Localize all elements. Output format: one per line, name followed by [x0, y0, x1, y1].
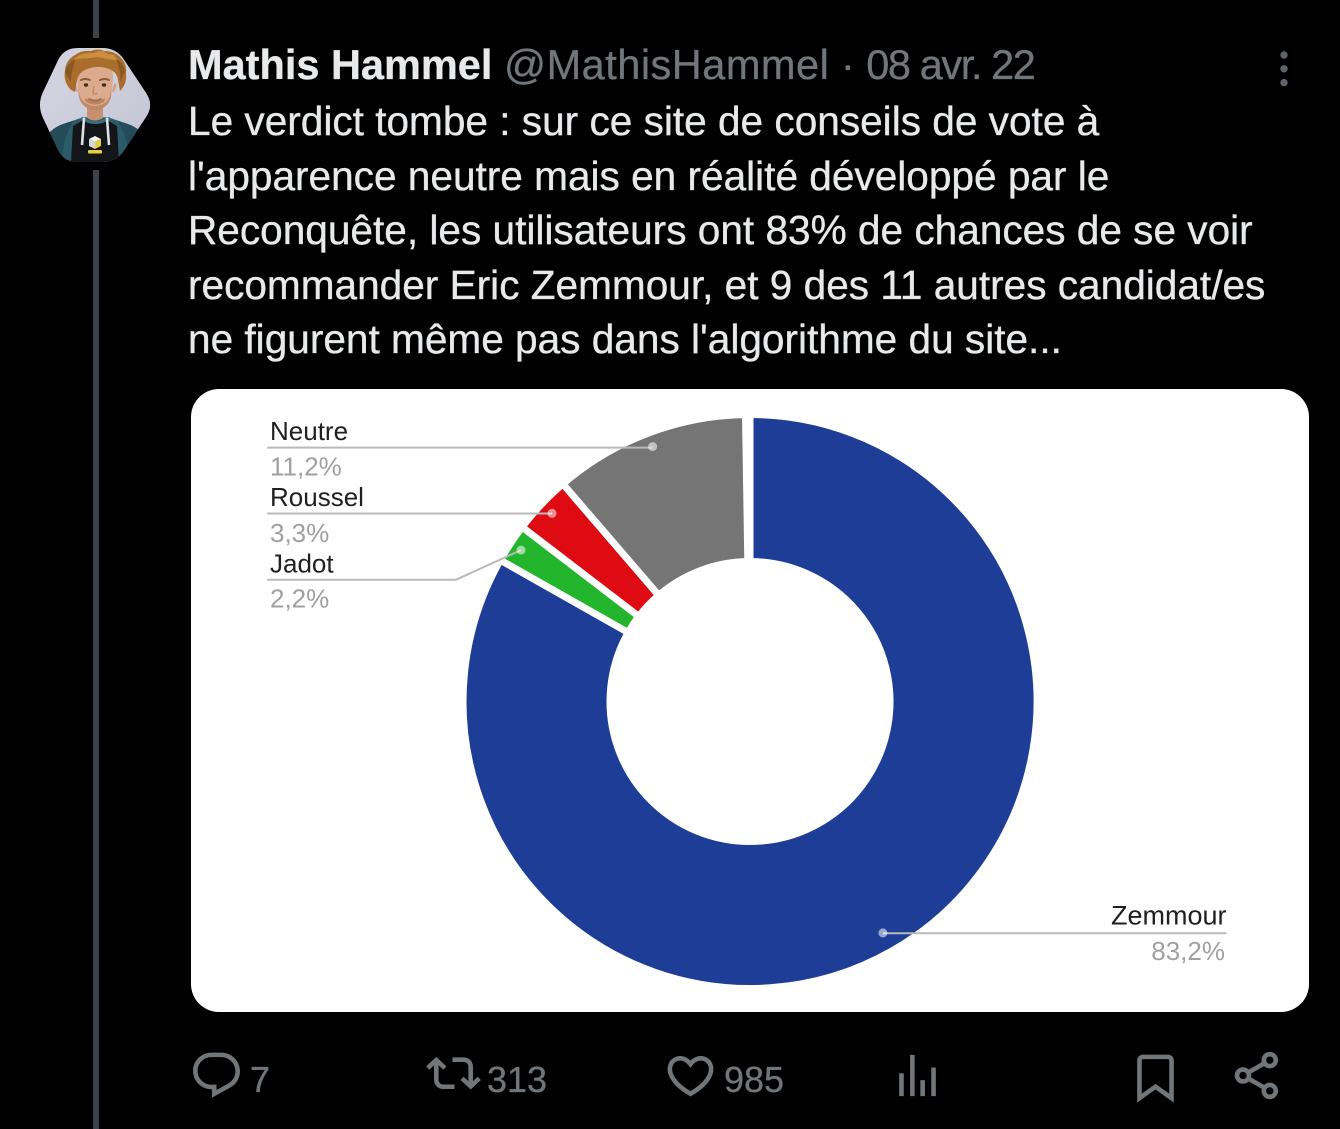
svg-text:2,2%: 2,2%: [270, 583, 329, 613]
svg-text:Jadot: Jadot: [270, 549, 334, 579]
svg-text:11,2%: 11,2%: [270, 451, 342, 481]
svg-text:Roussel: Roussel: [270, 482, 364, 512]
svg-text:Zemmour: Zemmour: [1111, 901, 1227, 931]
svg-text:Neutre: Neutre: [270, 416, 348, 446]
svg-text:83,2%: 83,2%: [1151, 936, 1225, 966]
svg-text:3,3%: 3,3%: [270, 518, 329, 548]
